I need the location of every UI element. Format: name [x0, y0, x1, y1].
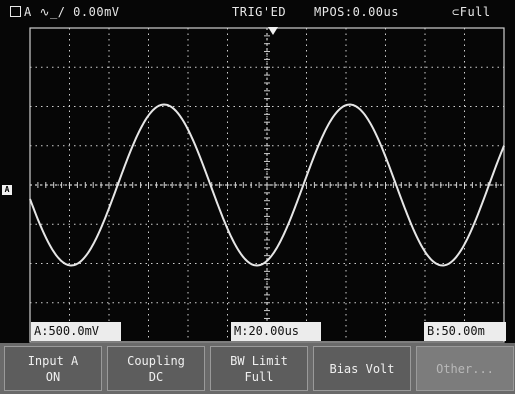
input-a-title: Input A [27, 354, 79, 368]
other-button[interactable]: Other... [416, 346, 514, 391]
channel-box-icon [10, 6, 21, 17]
bias-volt-title: Bias Volt [329, 362, 395, 376]
coupling-value: DC [148, 370, 164, 384]
coupling-title: Coupling [127, 354, 185, 368]
status-bar: A ∿_/ 0.00mV TRIG'ED MPOS:0.00us ⊂Full [0, 0, 515, 26]
coupling-mode: ⊂Full [452, 5, 491, 19]
bw-limit-title: BW Limit [230, 354, 288, 368]
trigger-position-marker[interactable] [268, 27, 278, 35]
mpos-readout: MPOS:0.00us [314, 5, 399, 19]
volts-per-div-label: A:500.0mV [31, 322, 121, 341]
coupling-button[interactable]: Coupling DC [107, 346, 205, 391]
channel-b-scale-label: B:50.00m [424, 322, 506, 341]
channel-trigger-text: A ∿_/ 0.00mV [24, 5, 120, 19]
plug-icon: ⊂ [452, 5, 460, 19]
input-a-button[interactable]: Input A ON [4, 346, 102, 391]
channel-ground-marker[interactable]: A [2, 185, 12, 195]
softkey-menu: Input A ON Coupling DC BW Limit Full Bia… [0, 343, 515, 394]
bw-limit-value: Full [244, 370, 274, 384]
waveform-trace [29, 103, 505, 267]
bw-limit-button[interactable]: BW Limit Full [210, 346, 308, 391]
other-title: Other... [436, 362, 494, 376]
trigger-state: TRIG'ED [232, 5, 287, 19]
input-a-value: ON [45, 370, 61, 384]
coupling-mode-text: Full [459, 5, 491, 19]
bias-volt-button[interactable]: Bias Volt [313, 346, 411, 391]
time-per-div-label: M:20.00us [231, 322, 321, 341]
channel-trigger-status: A ∿_/ 0.00mV [10, 5, 120, 19]
